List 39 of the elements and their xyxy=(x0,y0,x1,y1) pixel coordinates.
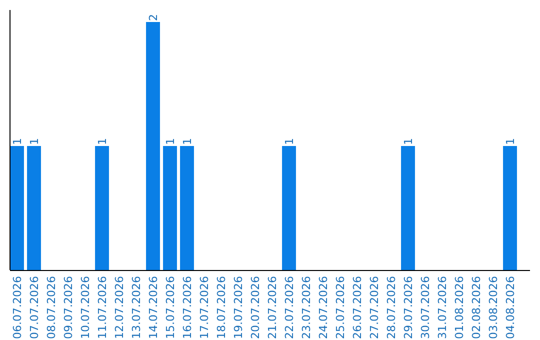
x-tick-label: 01.08.2026 xyxy=(453,276,466,339)
x-tick-label: 11.07.2026 xyxy=(96,276,109,339)
x-tick-label: 12.07.2026 xyxy=(113,276,126,339)
data-label: 2 xyxy=(147,14,160,21)
x-tick-label: 13.07.2026 xyxy=(130,276,143,339)
data-label: 1 xyxy=(28,138,41,145)
x-tick-label: 24.07.2026 xyxy=(317,276,330,339)
data-label: 1 xyxy=(181,138,194,145)
x-tick-label: 07.07.2026 xyxy=(28,276,41,339)
x-tick-label: 23.07.2026 xyxy=(300,276,313,339)
x-tick-label: 30.07.2026 xyxy=(419,276,432,339)
x-tick-label: 08.07.2026 xyxy=(45,276,58,339)
x-tick-label: 25.07.2026 xyxy=(334,276,347,339)
x-tick-label: 06.07.2026 xyxy=(11,276,24,339)
x-tick-label: 17.07.2026 xyxy=(198,276,211,339)
x-tick-label: 14.07.2026 xyxy=(147,276,160,339)
x-tick-label: 02.08.2026 xyxy=(470,276,483,339)
x-tick-label: 28.07.2026 xyxy=(385,276,398,339)
data-label: 1 xyxy=(504,138,517,145)
x-tick-label: 16.07.2026 xyxy=(181,276,194,339)
data-label: 1 xyxy=(96,138,109,145)
x-tick-label: 18.07.2026 xyxy=(215,276,228,339)
data-label: 1 xyxy=(164,138,177,145)
x-tick-label: 27.07.2026 xyxy=(368,276,381,339)
data-label: 1 xyxy=(11,138,24,145)
data-label: 1 xyxy=(402,138,415,145)
x-tick-label: 10.07.2026 xyxy=(79,276,92,339)
data-label: 1 xyxy=(283,138,296,145)
x-tick-label: 20.07.2026 xyxy=(249,276,262,339)
x-tick-label: 29.07.2026 xyxy=(402,276,415,339)
x-tick-label: 31.07.2026 xyxy=(436,276,449,339)
x-tick-label: 26.07.2026 xyxy=(351,276,364,339)
x-tick-label: 15.07.2026 xyxy=(164,276,177,339)
x-tick-label: 19.07.2026 xyxy=(232,276,245,339)
x-tick-label: 04.08.2026 xyxy=(504,276,517,339)
x-tick-label: 09.07.2026 xyxy=(62,276,75,339)
x-tick-label: 21.07.2026 xyxy=(266,276,279,339)
x-tick-label: 03.08.2026 xyxy=(487,276,500,339)
x-tick-label: 22.07.2026 xyxy=(283,276,296,339)
